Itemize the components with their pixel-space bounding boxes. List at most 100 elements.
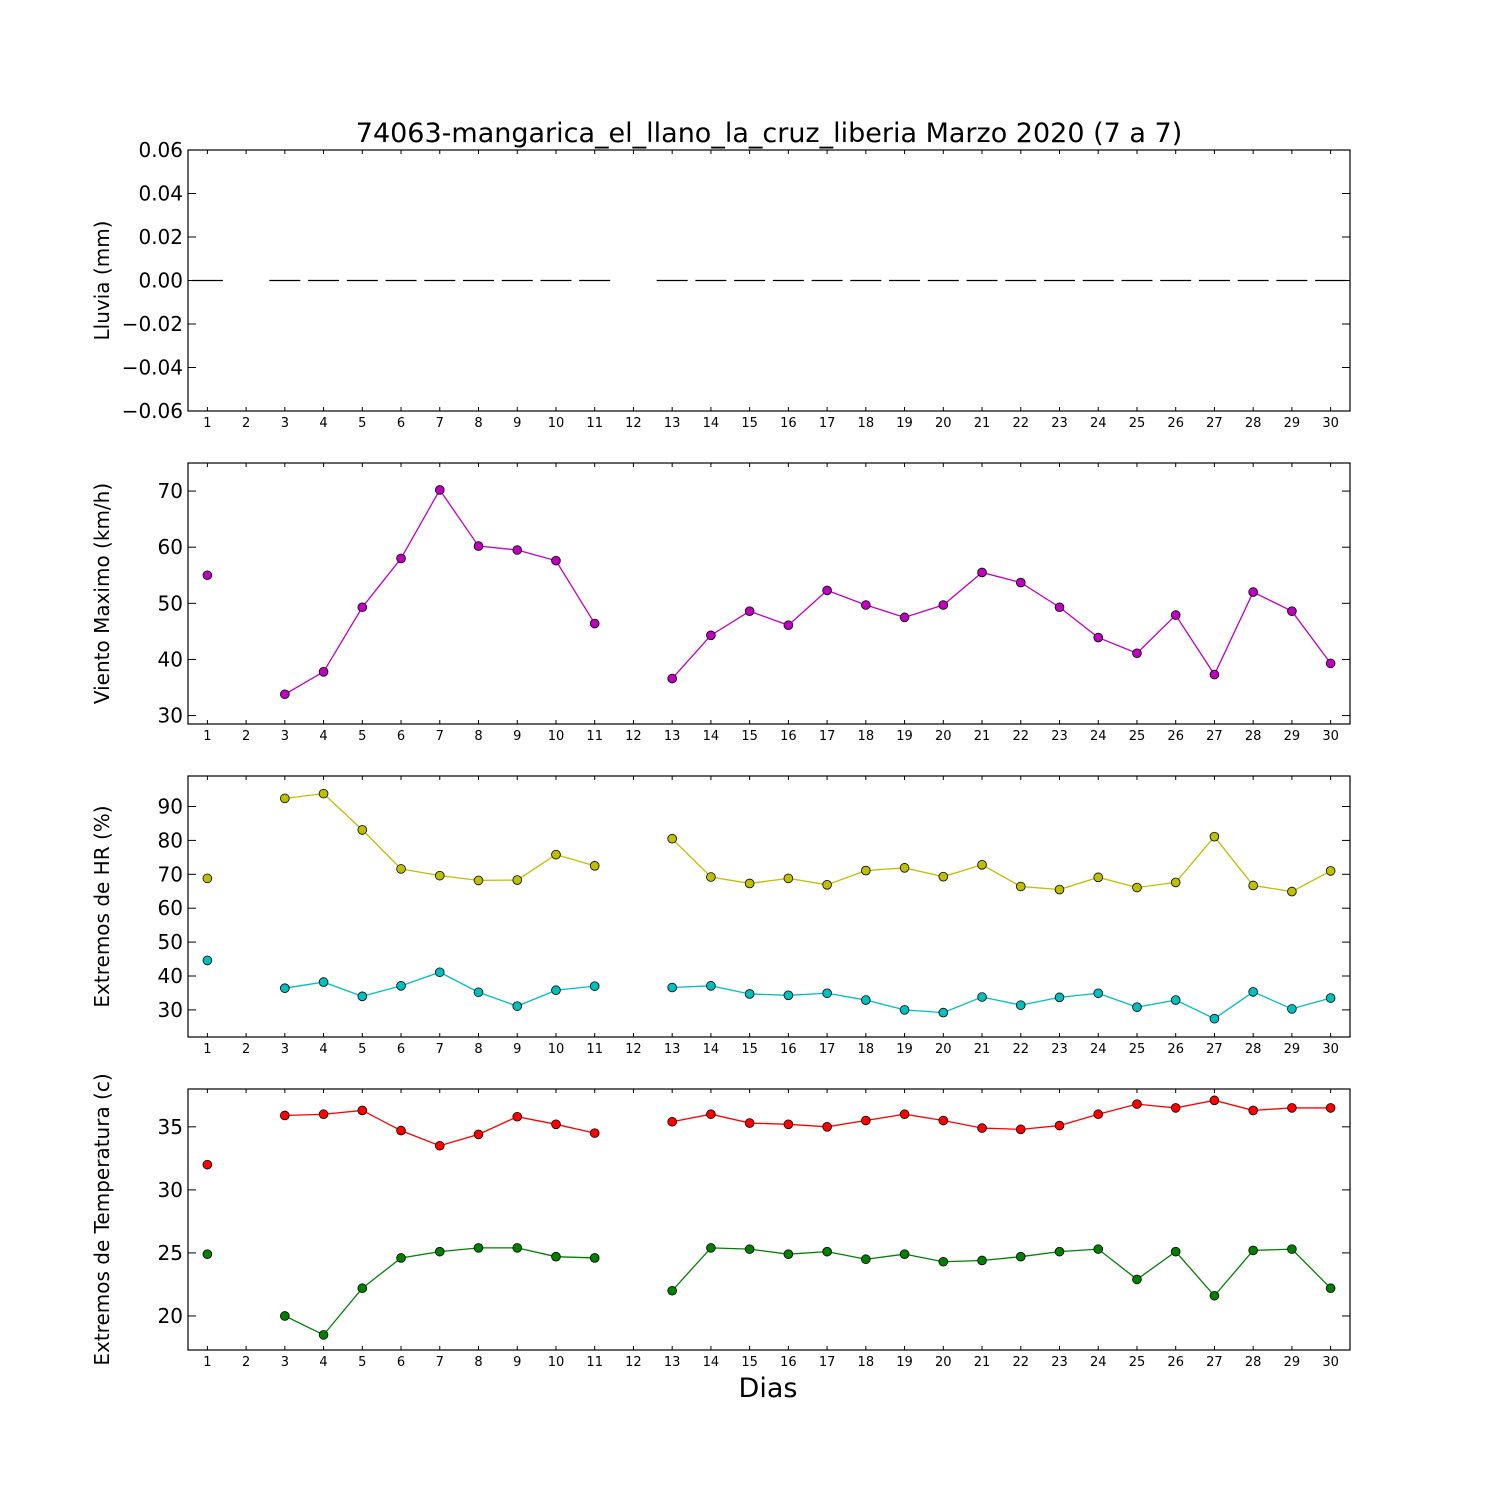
x-tick-label: 20 [935, 729, 952, 744]
x-tick-label: 28 [1245, 1355, 1262, 1370]
data-point [589, 861, 600, 871]
data-point [396, 864, 406, 874]
x-tick-label: 4 [319, 1042, 327, 1057]
x-axis-label: Dias [739, 1373, 798, 1404]
x-tick-label: 3 [281, 1042, 289, 1057]
subplots: 1 2 3 4 5 6 7 8 9 10 11 12 13 14 15 16 17 18 19 20 21 22 23 24 2… [90, 138, 1351, 1370]
x-tick-label: 1 [203, 729, 211, 744]
x-tick-label: 14 [703, 416, 720, 431]
x-tick-label: 19 [896, 416, 913, 431]
data-point [318, 1109, 329, 1120]
data-point [280, 1311, 290, 1321]
data-point [434, 1246, 445, 1257]
y-tick-label: 60 [158, 896, 183, 920]
data-point [977, 1123, 987, 1133]
data-point [1132, 1002, 1142, 1012]
data-point [706, 1109, 716, 1120]
x-tick-label: 29 [1284, 729, 1301, 744]
x-tick-label: 18 [858, 729, 875, 744]
x-tick-label: 28 [1245, 1042, 1262, 1057]
series-2 [202, 1243, 1336, 1340]
x-tick-label: 2 [242, 1355, 250, 1370]
x-tick-label: 2 [242, 1042, 250, 1057]
data-point [1093, 1109, 1104, 1120]
x-tick-label: 3 [281, 729, 289, 744]
x-tick-label: 14 [703, 1042, 720, 1057]
x-tick-label: 12 [625, 416, 642, 431]
data-point [1015, 577, 1026, 588]
series-1 [202, 788, 1336, 897]
y-tick-label: 90 [158, 795, 183, 819]
data-point [589, 981, 600, 991]
data-point [899, 1109, 910, 1120]
data-point [1325, 1103, 1336, 1113]
y-tick-label: 35 [158, 1115, 183, 1139]
x-tick-label: 11 [586, 729, 603, 744]
x-tick-label: 25 [1129, 416, 1146, 431]
x-tick-label: 3 [281, 1355, 289, 1370]
data-point [1325, 866, 1336, 876]
data-point [551, 1119, 561, 1130]
x-tick-label: 24 [1090, 1042, 1107, 1057]
x-tick-label: 17 [819, 1042, 836, 1057]
x-tick-label: 29 [1284, 416, 1301, 431]
data-point [667, 982, 677, 993]
data-point [1093, 872, 1104, 883]
x-tick-label: 26 [1167, 1042, 1184, 1057]
x-tick-label: 29 [1284, 1042, 1301, 1057]
data-point [783, 990, 794, 1001]
x-tick-label: 12 [625, 729, 642, 744]
y-axis-label: Viento Maximo (km/h) [90, 483, 114, 704]
data-point [396, 981, 406, 991]
data-point [938, 1115, 949, 1126]
x-tick-label: 23 [1051, 1042, 1068, 1057]
data-point [938, 600, 949, 610]
subplot-1: 1 2 3 4 5 6 7 8 9 10 11 12 13 14 15 16 17 18 19 20 21 22 23 24 2… [90, 138, 1351, 431]
y-axis-label: Lluvia (mm) [90, 221, 114, 341]
data-point [202, 570, 213, 581]
x-tick-label: 17 [819, 1355, 836, 1370]
x-tick-label: 1 [203, 1355, 211, 1370]
x-tick-label: 5 [358, 729, 366, 744]
data-point [744, 606, 755, 616]
data-point [1325, 658, 1336, 669]
data-point [899, 863, 910, 873]
x-tick-label: 5 [358, 1042, 366, 1057]
y-tick-label: 30 [158, 998, 183, 1022]
data-point [1170, 877, 1181, 888]
plot-frame [187, 462, 1351, 725]
data-point [1209, 1290, 1220, 1301]
y-tick-label: 70 [158, 479, 183, 503]
data-point [202, 955, 213, 966]
y-tick-label: 80 [158, 828, 183, 852]
data-point [938, 1007, 949, 1018]
x-tick-label: 6 [397, 416, 405, 431]
x-tick-label: 24 [1090, 729, 1107, 744]
y-tick-label: 30 [158, 1178, 183, 1202]
data-point [744, 878, 755, 889]
x-tick-label: 6 [397, 729, 405, 744]
x-tick-label: 4 [319, 416, 327, 431]
x-tick-label: 11 [586, 1042, 603, 1057]
data-point [783, 873, 794, 884]
data-point [473, 541, 484, 551]
x-tick-label: 10 [548, 416, 565, 431]
data-point [473, 1243, 484, 1253]
data-point [822, 880, 832, 890]
x-tick-label: 8 [474, 729, 482, 744]
series-line [672, 985, 1331, 1020]
data-point [744, 1244, 755, 1254]
data-point [1287, 1004, 1297, 1014]
data-point [861, 1115, 871, 1126]
data-point [938, 871, 949, 882]
data-point [434, 870, 445, 881]
series-line [671, 571, 1332, 679]
x-tick-label: 27 [1206, 729, 1223, 744]
y-tick-label: 40 [158, 964, 183, 988]
data-point [1093, 988, 1104, 999]
subplot-2: 1 2 3 4 5 6 7 8 9 10 11 12 13 14 15 16 17 18 19 20 21 22 23 24 2… [90, 462, 1351, 744]
x-tick-label: 18 [858, 416, 875, 431]
x-tick-label: 9 [513, 1355, 521, 1370]
x-tick-label: 30 [1322, 1042, 1339, 1057]
